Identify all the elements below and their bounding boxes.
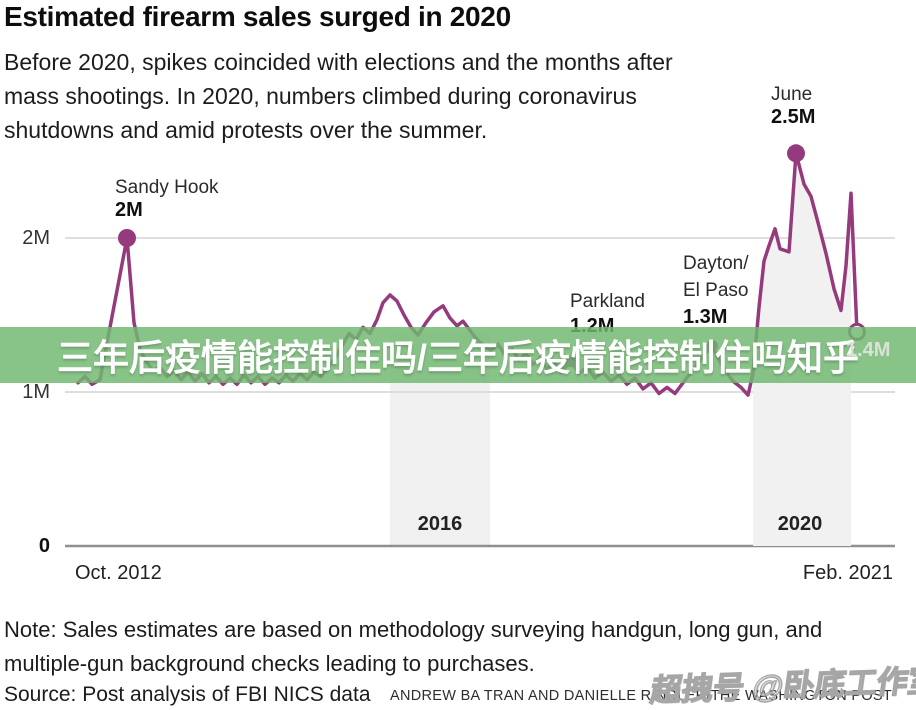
chart-credit: ANDREW BA TRAN AND DANIELLE RINDLER/THE … (390, 688, 893, 704)
annotation-dayton-line2: El Paso (683, 280, 749, 301)
overlay-banner-text: 三年后疫情能控制住吗/三年后疫情能控制住吗知乎 (56, 337, 859, 378)
x-label-start: Oct. 2012 (75, 562, 162, 584)
subtitle-line-2: mass shootings. In 2020, numbers climbed… (4, 83, 637, 109)
y-tick-0: 0 (38, 535, 50, 557)
annotation-june-value: 2.5M (771, 106, 816, 128)
annotation-dayton-line1: Dayton/ (683, 253, 749, 274)
annotation-sandy-hook-value: 2M (115, 199, 143, 221)
y-tick-2m: 2M (22, 227, 50, 249)
overlay-banner: 三年后疫情能控制住吗/三年后疫情能控制住吗知乎 (0, 327, 916, 383)
chart-note: Note: Sales estimates are based on metho… (4, 613, 822, 681)
annotation-parkland: Parkland (570, 291, 645, 312)
note-line-1: Note: Sales estimates are based on metho… (4, 617, 823, 642)
june-2020-point (787, 144, 805, 163)
note-line-2: multiple-gun background checks leading t… (4, 651, 535, 676)
annotation-end-value: 1.4M (846, 339, 891, 361)
chart-source: Source: Post analysis of FBI NICS data (4, 683, 371, 706)
band-label-2016: 2016 (417, 513, 463, 535)
chart-subtitle: Before 2020, spikes coincided with elect… (4, 45, 673, 147)
y-tick-1m: 1M (22, 381, 50, 403)
page-title: Estimated firearm sales surged in 2020 (4, 1, 511, 32)
x-label-end: Feb. 2021 (802, 562, 893, 584)
subtitle-line-1: Before 2020, spikes coincided with elect… (4, 49, 673, 75)
annotation-dayton-value: 1.3M (683, 306, 728, 328)
subtitle-line-3: shutdowns and amid protests over the sum… (4, 117, 488, 143)
sandy-hook-point (118, 229, 136, 247)
annotation-sandy-hook: Sandy Hook (115, 177, 219, 198)
watermark-text: 超拽号 @卧底工作室 (648, 662, 916, 708)
annotation-june: June (771, 84, 813, 105)
band-label-2020: 2020 (777, 513, 823, 535)
